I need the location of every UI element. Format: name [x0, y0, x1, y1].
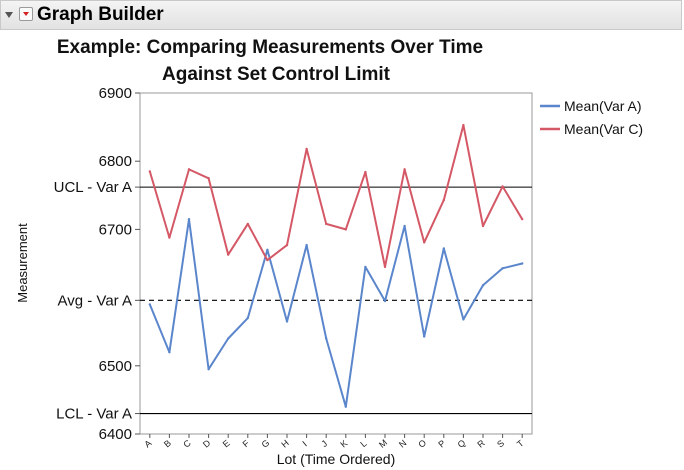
x-tick-label: G [260, 438, 272, 450]
x-tick-label: C [181, 437, 193, 449]
series-line-var-a [148, 218, 523, 408]
data-point [325, 337, 328, 340]
data-point [207, 177, 210, 180]
x-tick-label: D [201, 437, 213, 449]
x-axis-title: Lot (Time Ordered) [277, 451, 396, 467]
data-point [168, 350, 171, 354]
data-point [344, 228, 347, 231]
data-point [501, 185, 504, 188]
data-point [403, 224, 406, 228]
x-tick-label: J [319, 438, 329, 449]
legend-label: Mean(Var A) [564, 98, 642, 114]
data-point [148, 303, 151, 306]
data-point [521, 217, 524, 221]
red-triangle-menu-icon[interactable] [19, 7, 33, 21]
y-tick-label: 6400 [99, 426, 132, 443]
chart-title-line2: Against Set Control Limit [162, 64, 390, 85]
data-point [423, 335, 426, 338]
disclosure-triangle-icon[interactable] [5, 12, 13, 18]
data-point [383, 299, 387, 303]
x-tick-label: B [162, 438, 173, 450]
reference-line-label: Avg - Var A [58, 292, 132, 309]
data-point [266, 258, 269, 262]
data-point [285, 320, 289, 323]
data-point [168, 236, 171, 239]
data-point [462, 123, 465, 127]
x-tick-label: I [300, 439, 308, 448]
x-tick-label: H [279, 438, 290, 450]
x-tick-label: P [436, 438, 447, 450]
x-tick-label: Q [456, 438, 468, 450]
y-axis-title: Measurement [15, 223, 30, 303]
x-tick-label: L [358, 438, 368, 449]
data-point [246, 222, 249, 226]
x-tick-label: A [142, 438, 153, 450]
reference-line-label: UCL - Var A [54, 179, 132, 196]
y-tick-label: 6700 [99, 221, 132, 238]
data-point [305, 243, 308, 247]
x-tick-label: N [397, 438, 408, 450]
x-tick-label: O [416, 438, 428, 450]
data-point [207, 368, 210, 371]
data-point [344, 405, 347, 408]
y-tick-label: 6900 [99, 85, 132, 102]
data-point [364, 170, 367, 174]
data-point [442, 198, 445, 202]
x-tick-label: K [338, 438, 349, 450]
series-line-var-c [148, 124, 524, 268]
data-point [403, 168, 406, 171]
data-point [521, 262, 524, 265]
x-tick-label: S [495, 438, 506, 450]
y-tick-label: 6800 [99, 153, 132, 170]
data-point [148, 170, 151, 173]
reference-line-label: LCL - Var A [56, 406, 132, 423]
data-point [462, 318, 465, 321]
data-point [364, 265, 367, 269]
data-point [285, 243, 289, 247]
y-tick-label: 6500 [99, 358, 132, 375]
data-point [246, 316, 249, 320]
data-point [325, 222, 328, 226]
plot-area [139, 92, 533, 435]
data-point [501, 267, 504, 270]
data-point [227, 253, 230, 256]
data-point [481, 284, 485, 287]
data-point [442, 247, 445, 250]
x-tick-label: M [377, 437, 389, 449]
x-tick-label: E [221, 438, 232, 450]
x-tick-label: T [515, 438, 526, 450]
graph-builder-header: Graph Builder [0, 0, 682, 30]
data-point [266, 248, 269, 252]
data-point [227, 337, 230, 340]
x-tick-label: R [475, 437, 487, 449]
x-tick-label: F [241, 438, 252, 450]
data-point [305, 147, 308, 151]
chart-title-line1: Example: Comparing Measurements Over Tim… [56, 37, 484, 58]
data-point [187, 168, 191, 171]
data-point [423, 241, 426, 244]
data-point [383, 265, 387, 269]
data-point [187, 217, 191, 221]
app-title: Graph Builder [37, 4, 164, 25]
legend-label: Mean(Var C) [564, 121, 643, 137]
data-point [481, 224, 485, 228]
